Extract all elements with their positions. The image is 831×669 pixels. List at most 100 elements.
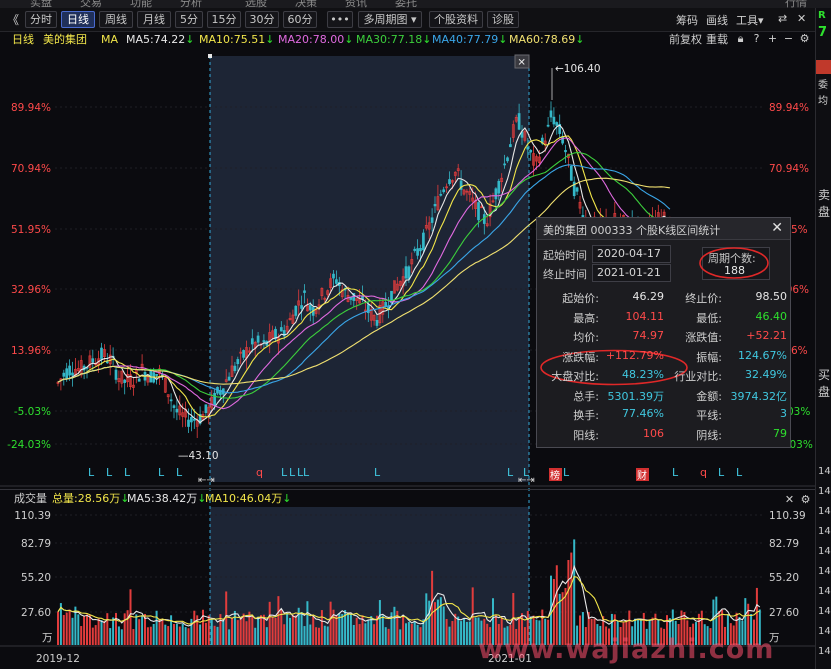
- stat-label: 平线:: [696, 409, 722, 422]
- volume-bar: [370, 616, 373, 645]
- candle-body: [303, 290, 306, 293]
- swap-icon[interactable]: ⇄: [778, 12, 788, 25]
- candle-body: [349, 297, 353, 300]
- volume-bar: [515, 628, 518, 645]
- ma20-value: MA20:78.00↓: [278, 32, 353, 48]
- close-icon[interactable]: ✕: [797, 12, 807, 25]
- period-button[interactable]: 5分: [175, 11, 203, 28]
- volume-bar: [489, 627, 492, 645]
- period-button[interactable]: 60分: [283, 11, 317, 28]
- close-icon[interactable]: ✕: [784, 493, 795, 506]
- volume-axis-label-left: 27.60: [21, 607, 51, 619]
- minus-icon[interactable]: −: [783, 32, 794, 45]
- volume-bar: [376, 615, 378, 645]
- period-button[interactable]: 周线: [99, 11, 133, 28]
- volume-bar: [161, 619, 164, 645]
- candle-body: [569, 165, 573, 181]
- add-icon[interactable]: +: [767, 32, 778, 45]
- volume-bar: [451, 621, 454, 645]
- finance-badge-text: 财: [637, 469, 647, 482]
- menu-item[interactable]: 资讯: [345, 0, 367, 8]
- stat-value: 77.46%: [622, 407, 664, 420]
- volume-bar: [744, 598, 747, 645]
- candle-body: [543, 140, 547, 145]
- volume-bar: [509, 624, 512, 645]
- buy-label: 盘: [818, 385, 831, 399]
- candle-body: [65, 368, 69, 380]
- period-count-value: 188: [724, 264, 745, 277]
- stat-value: 46.29: [632, 290, 665, 303]
- volume-bar: [573, 539, 576, 645]
- tools-button[interactable]: 工具▾: [736, 12, 764, 28]
- candle-body: [416, 248, 419, 256]
- settings-icon[interactable]: ⚙: [800, 493, 811, 506]
- buy-label: 买: [818, 368, 831, 382]
- volume-bar: [335, 615, 338, 645]
- volume-bar: [381, 615, 384, 645]
- menu-item[interactable]: 交易: [80, 0, 102, 8]
- end-time-field[interactable]: 2021-01-21: [592, 264, 671, 282]
- lock-icon[interactable]: 🔒︎: [737, 32, 744, 45]
- candle-body: [538, 156, 541, 164]
- stat-value: 79: [773, 426, 787, 440]
- candle-body: [471, 197, 475, 202]
- menu-item[interactable]: 功能: [130, 0, 152, 8]
- menu-item[interactable]: 实盘: [30, 0, 52, 8]
- stat-value: 106: [643, 426, 664, 440]
- more-periods-button[interactable]: •••: [327, 11, 353, 28]
- volume-bar: [233, 610, 236, 645]
- volume-bar: [207, 615, 210, 645]
- candle-body: [335, 279, 338, 284]
- volume-bar: [405, 623, 407, 645]
- back-icon[interactable]: 《: [7, 13, 20, 27]
- volume-bar: [390, 612, 393, 645]
- volume-bar: [590, 618, 593, 645]
- menu-item[interactable]: 行情: [785, 0, 807, 8]
- range-drag-arrows[interactable]: ⇤⇥: [198, 475, 215, 486]
- candle-body: [250, 338, 254, 345]
- period-button[interactable]: 月线: [137, 11, 171, 28]
- volume-bars: [57, 539, 761, 645]
- caret-down-icon: ▾: [758, 14, 764, 27]
- candle-body: [369, 308, 373, 321]
- close-icon[interactable]: ✕: [771, 220, 783, 236]
- candle-body: [561, 136, 564, 144]
- draw-line-button[interactable]: 画线: [706, 14, 728, 27]
- volume-bar: [666, 615, 668, 645]
- start-time-field[interactable]: 2020-04-17: [592, 245, 671, 263]
- diagnose-button[interactable]: 诊股: [487, 11, 519, 28]
- candle-body: [117, 378, 121, 383]
- candle-body: [503, 163, 506, 166]
- down-arrow-icon: ↓: [344, 33, 354, 46]
- candle-body: [274, 328, 277, 340]
- chip-button[interactable]: 筹码: [676, 14, 698, 27]
- range-handle-top[interactable]: [208, 54, 212, 58]
- period-button[interactable]: 15分: [207, 11, 241, 28]
- menu-item[interactable]: 选股: [245, 0, 267, 8]
- reload-button[interactable]: 重载: [706, 33, 728, 46]
- volume-bar: [599, 625, 602, 645]
- candle-body: [172, 405, 176, 408]
- menu-item[interactable]: 决策: [295, 0, 317, 8]
- period-button[interactable]: 30分: [245, 11, 279, 28]
- period-button[interactable]: 分时: [25, 11, 57, 28]
- volume-bar: [416, 624, 419, 645]
- candle-body: [404, 266, 408, 279]
- volume-bar: [755, 587, 758, 645]
- period-button-active[interactable]: 日线: [61, 11, 95, 28]
- multi-period-dropdown[interactable]: 多周期图 ▾: [358, 11, 422, 28]
- volume-bar: [613, 614, 616, 645]
- volume-bar: [689, 626, 692, 645]
- forward-adjust-button[interactable]: 前复权: [669, 33, 702, 46]
- volume-bar: [77, 614, 80, 645]
- close-range-button[interactable]: ✕: [514, 54, 530, 69]
- stock-profile-button[interactable]: 个股资料: [429, 11, 483, 28]
- stat-label: 阳线:: [573, 428, 599, 442]
- candle-body: [468, 191, 472, 195]
- volume-bar: [425, 593, 428, 645]
- settings-icon[interactable]: ⚙: [799, 32, 810, 45]
- menu-item[interactable]: 委托: [395, 0, 417, 8]
- help-icon[interactable]: ?: [753, 32, 760, 45]
- range-drag-arrows[interactable]: ⇤⇥: [518, 475, 535, 486]
- menu-item[interactable]: 分析: [180, 0, 202, 8]
